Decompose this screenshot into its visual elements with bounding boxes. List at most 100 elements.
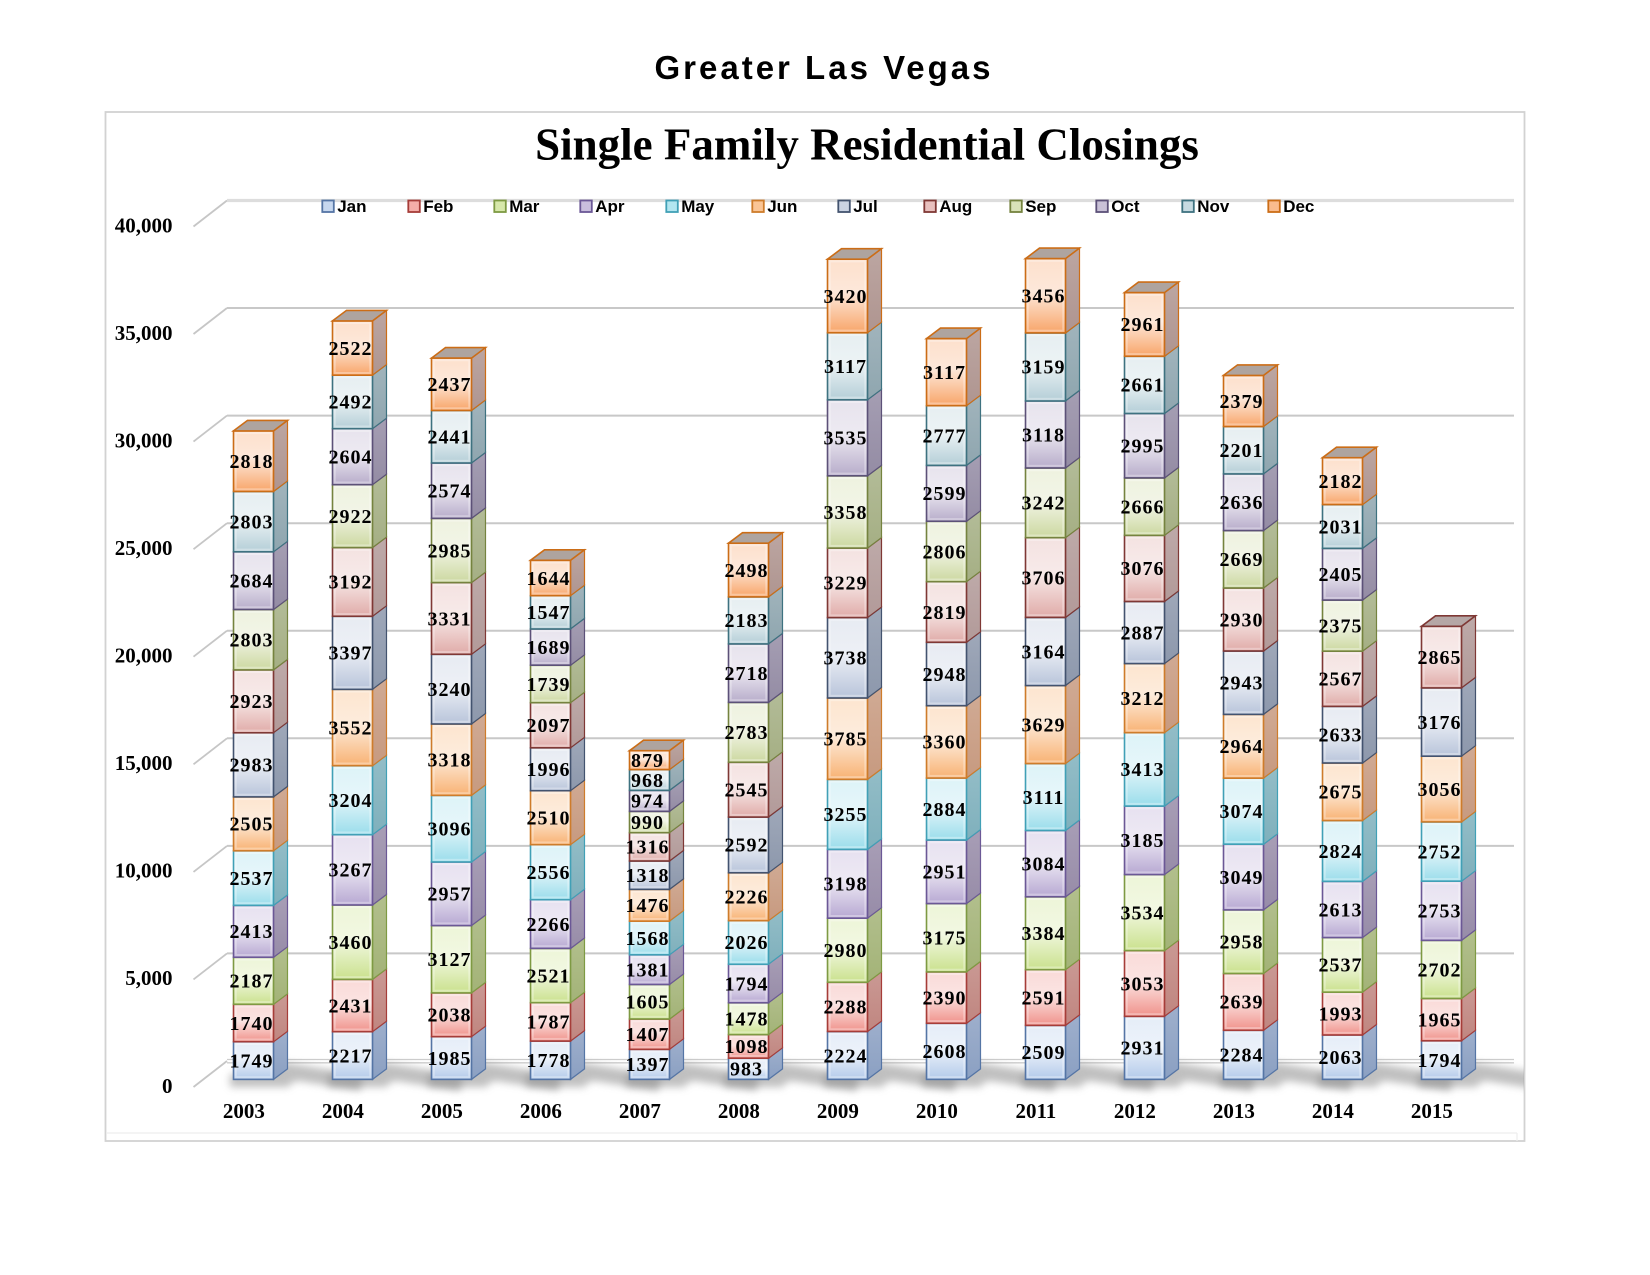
svg-text:2413: 2413 <box>230 921 274 943</box>
svg-text:2613: 2613 <box>1319 899 1363 921</box>
svg-text:2961: 2961 <box>1121 314 1165 336</box>
svg-text:2201: 2201 <box>1220 440 1264 462</box>
svg-text:3053: 3053 <box>1121 973 1165 995</box>
svg-text:1397: 1397 <box>626 1054 670 1076</box>
svg-text:2183: 2183 <box>725 610 769 632</box>
svg-text:2666: 2666 <box>1121 496 1165 518</box>
svg-text:3397: 3397 <box>329 643 373 665</box>
svg-text:2806: 2806 <box>923 541 967 563</box>
svg-text:2013: 2013 <box>1213 1099 1255 1123</box>
svg-text:968: 968 <box>631 770 664 792</box>
svg-text:3056: 3056 <box>1418 779 1462 801</box>
svg-text:2958: 2958 <box>1220 932 1264 954</box>
svg-text:2011: 2011 <box>1015 1099 1056 1123</box>
svg-text:2509: 2509 <box>1022 1042 1066 1064</box>
svg-text:1996: 1996 <box>527 759 571 781</box>
svg-text:2492: 2492 <box>329 392 373 414</box>
svg-text:1644: 1644 <box>527 568 571 590</box>
svg-text:3117: 3117 <box>923 362 966 384</box>
svg-text:3255: 3255 <box>824 804 868 826</box>
svg-text:2063: 2063 <box>1319 1047 1363 1069</box>
svg-text:3212: 3212 <box>1121 688 1165 710</box>
svg-text:2182: 2182 <box>1319 471 1363 493</box>
svg-text:Nov: Nov <box>1197 197 1230 216</box>
svg-text:3192: 3192 <box>329 572 373 594</box>
svg-text:2379: 2379 <box>1220 391 1264 413</box>
svg-text:Jul: Jul <box>853 197 878 216</box>
svg-text:2752: 2752 <box>1418 841 1462 863</box>
svg-text:Aug: Aug <box>939 197 972 216</box>
svg-text:3384: 3384 <box>1022 923 1066 945</box>
svg-text:2922: 2922 <box>329 506 373 528</box>
svg-text:1740: 1740 <box>230 1013 274 1035</box>
svg-text:35,000: 35,000 <box>115 321 173 345</box>
svg-text:2608: 2608 <box>923 1041 967 1063</box>
svg-text:2887: 2887 <box>1121 622 1165 644</box>
svg-text:2187: 2187 <box>230 971 274 993</box>
svg-text:3049: 3049 <box>1220 867 1264 889</box>
svg-text:1605: 1605 <box>626 992 670 1014</box>
svg-text:2983: 2983 <box>230 755 274 777</box>
svg-text:3629: 3629 <box>1022 714 1066 736</box>
svg-text:Oct: Oct <box>1111 197 1140 216</box>
svg-text:3076: 3076 <box>1121 558 1165 580</box>
svg-text:1098: 1098 <box>725 1036 769 1058</box>
svg-text:1993: 1993 <box>1319 1003 1363 1025</box>
svg-text:3242: 3242 <box>1022 493 1066 515</box>
svg-text:1985: 1985 <box>428 1048 472 1070</box>
svg-text:1381: 1381 <box>626 960 670 982</box>
svg-text:3360: 3360 <box>923 732 967 754</box>
svg-text:2951: 2951 <box>923 862 967 884</box>
svg-text:2510: 2510 <box>527 808 571 830</box>
svg-text:2009: 2009 <box>817 1099 859 1123</box>
svg-text:2819: 2819 <box>923 602 967 624</box>
svg-text:2038: 2038 <box>428 1005 472 1027</box>
svg-text:3185: 3185 <box>1121 830 1165 852</box>
svg-text:2441: 2441 <box>428 427 472 449</box>
svg-text:3127: 3127 <box>428 949 472 971</box>
svg-text:2591: 2591 <box>1022 987 1066 1009</box>
svg-text:3534: 3534 <box>1121 903 1165 925</box>
svg-text:1547: 1547 <box>527 602 571 624</box>
svg-text:3785: 3785 <box>824 729 868 751</box>
svg-text:2574: 2574 <box>428 481 472 503</box>
svg-text:2948: 2948 <box>923 664 967 686</box>
svg-text:3159: 3159 <box>1022 357 1066 379</box>
svg-text:2522: 2522 <box>329 338 373 360</box>
svg-text:3420: 3420 <box>824 286 868 308</box>
svg-text:3074: 3074 <box>1220 801 1264 823</box>
svg-text:2633: 2633 <box>1319 725 1363 747</box>
svg-text:2599: 2599 <box>923 483 967 505</box>
svg-text:2661: 2661 <box>1121 375 1165 397</box>
svg-text:May: May <box>681 197 715 216</box>
svg-text:Sep: Sep <box>1025 197 1056 216</box>
svg-text:2537: 2537 <box>230 868 274 890</box>
svg-text:3267: 3267 <box>329 860 373 882</box>
svg-text:1739: 1739 <box>527 674 571 696</box>
svg-text:2592: 2592 <box>725 835 769 857</box>
svg-text:2923: 2923 <box>230 691 274 713</box>
svg-text:2498: 2498 <box>725 560 769 582</box>
svg-text:15,000: 15,000 <box>115 751 173 775</box>
svg-text:3111: 3111 <box>1023 787 1065 809</box>
svg-text:Apr: Apr <box>595 197 625 216</box>
svg-text:3413: 3413 <box>1121 759 1165 781</box>
svg-text:1965: 1965 <box>1418 1010 1462 1032</box>
svg-text:Mar: Mar <box>509 197 540 216</box>
svg-text:2007: 2007 <box>619 1099 661 1123</box>
svg-text:2884: 2884 <box>923 799 967 821</box>
svg-text:2636: 2636 <box>1220 492 1264 514</box>
svg-text:1478: 1478 <box>725 1009 769 1031</box>
svg-text:2567: 2567 <box>1319 669 1363 691</box>
svg-text:30,000: 30,000 <box>115 428 173 452</box>
svg-text:2521: 2521 <box>527 965 571 987</box>
svg-text:20,000: 20,000 <box>115 644 173 668</box>
svg-text:2803: 2803 <box>230 630 274 652</box>
svg-text:2505: 2505 <box>230 814 274 836</box>
svg-text:2639: 2639 <box>1220 992 1264 1014</box>
svg-text:3118: 3118 <box>1022 424 1065 446</box>
svg-text:3229: 3229 <box>824 573 868 595</box>
svg-text:1778: 1778 <box>527 1050 571 1072</box>
svg-text:2943: 2943 <box>1220 673 1264 695</box>
svg-text:2375: 2375 <box>1319 615 1363 637</box>
